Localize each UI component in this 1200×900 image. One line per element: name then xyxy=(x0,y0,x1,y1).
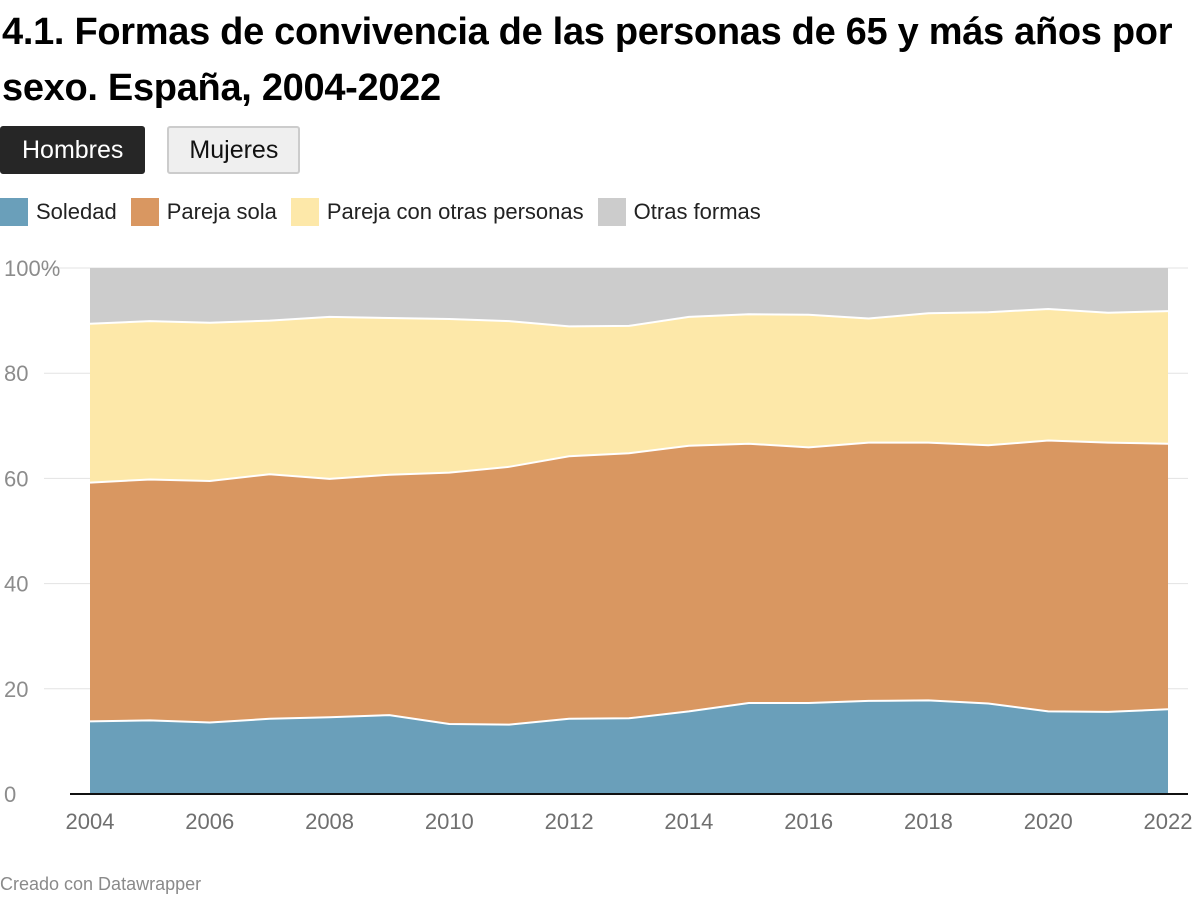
y-tick-label: 40 xyxy=(4,572,28,597)
x-tick-label: 2006 xyxy=(185,809,234,834)
legend: Soledad Pareja sola Pareja con otras per… xyxy=(0,198,775,226)
y-tick-label: 0 xyxy=(4,782,16,807)
legend-swatch-soledad xyxy=(0,198,28,226)
area-pareja-sola xyxy=(90,440,1168,725)
legend-item-pareja-otras: Pareja con otras personas xyxy=(290,198,584,226)
area-otras-formas xyxy=(90,268,1168,327)
legend-swatch-otras-formas xyxy=(597,198,626,226)
sex-selector: Hombres Mujeres xyxy=(0,126,301,174)
area-separator xyxy=(89,439,1169,484)
legend-label-otras-formas: Otras formas xyxy=(633,199,761,224)
area-pareja-con-otras-personas xyxy=(90,309,1168,483)
tab-hombres[interactable]: Hombres xyxy=(0,126,146,174)
legend-label-pareja-otras: Pareja con otras personas xyxy=(326,199,584,224)
x-tick-label: 2022 xyxy=(1144,809,1193,834)
y-tick-label: 60 xyxy=(4,466,28,491)
legend-item-otras-formas: Otras formas xyxy=(597,198,761,226)
x-tick-label: 2014 xyxy=(664,809,713,834)
area-separator xyxy=(89,307,1169,328)
legend-swatch-pareja-sola xyxy=(130,198,159,226)
x-axis: 2004 2006 2008 2010 2012 2014 2016 2018 2020 2022 xyxy=(66,793,1193,834)
legend-item-soledad: Soledad xyxy=(0,198,117,226)
y-tick-label: 20 xyxy=(4,677,28,702)
footer-credit: Creado con Datawrapper xyxy=(0,874,202,894)
chart-title: 4.1. Formas de convivencia de las person… xyxy=(2,11,1173,109)
x-tick-label: 2008 xyxy=(305,809,354,834)
area-layers xyxy=(89,268,1169,794)
area-soledad xyxy=(90,700,1168,794)
tab-mujeres[interactable]: Mujeres xyxy=(167,126,301,174)
x-tick-label: 2012 xyxy=(545,809,594,834)
legend-swatch-pareja-otras xyxy=(290,198,319,226)
x-tick-label: 2010 xyxy=(425,809,474,834)
x-tick-label: 2004 xyxy=(66,809,115,834)
y-tick-label: 80 xyxy=(4,361,28,386)
legend-item-pareja-sola: Pareja sola xyxy=(130,198,277,226)
area-separator xyxy=(89,699,1169,726)
x-tick-label: 2020 xyxy=(1024,809,1073,834)
x-tick-label: 2016 xyxy=(784,809,833,834)
x-tick-label: 2018 xyxy=(904,809,953,834)
legend-label-soledad: Soledad xyxy=(36,199,117,224)
legend-label-pareja-sola: Pareja sola xyxy=(166,199,277,224)
y-axis: 0 20 40 60 80 100% xyxy=(4,256,60,807)
y-tick-label: 100% xyxy=(4,256,60,281)
